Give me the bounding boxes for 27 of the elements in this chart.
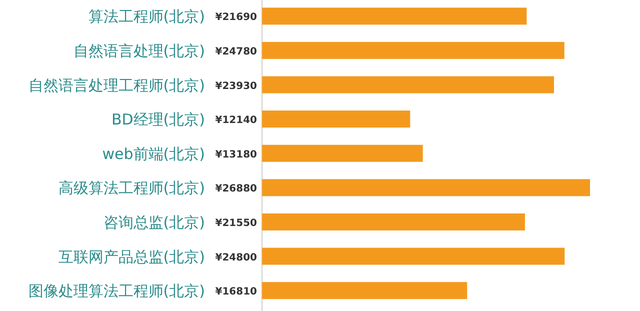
data-label: ¥23930 (215, 80, 258, 92)
y-tick-label: 高级算法工程师(北京) (58, 179, 205, 198)
data-label: ¥16810 (215, 286, 258, 298)
bar (262, 110, 410, 128)
bar (262, 282, 468, 300)
bar (262, 76, 554, 94)
bar (262, 179, 590, 196)
bar (262, 42, 564, 59)
y-tick-label: BD经理(北京) (111, 110, 205, 129)
data-label: ¥21690 (215, 12, 258, 24)
y-tick-label: 自然语言处理(北京) (73, 42, 205, 60)
bar (262, 213, 525, 230)
data-label: ¥26880 (215, 184, 258, 195)
y-tick-label: 自然语言处理工程师(北京) (28, 76, 205, 94)
y-tick-label: 算法工程师(北京) (88, 8, 205, 26)
bar (262, 248, 565, 265)
data-label: ¥12140 (215, 115, 258, 126)
bar (262, 144, 423, 162)
data-label: ¥13180 (215, 149, 258, 160)
y-tick-label: 咨询总监(北京) (103, 213, 205, 232)
y-tick-label: web前端(北京) (102, 144, 205, 163)
bar (262, 8, 527, 25)
data-label: ¥24800 (215, 252, 258, 264)
y-tick-label: 图像处理算法工程师(北京) (28, 282, 205, 300)
data-label: ¥21550 (215, 218, 258, 229)
data-label: ¥24780 (215, 46, 258, 58)
y-tick-label: 互联网产品总监(北京) (58, 248, 205, 266)
